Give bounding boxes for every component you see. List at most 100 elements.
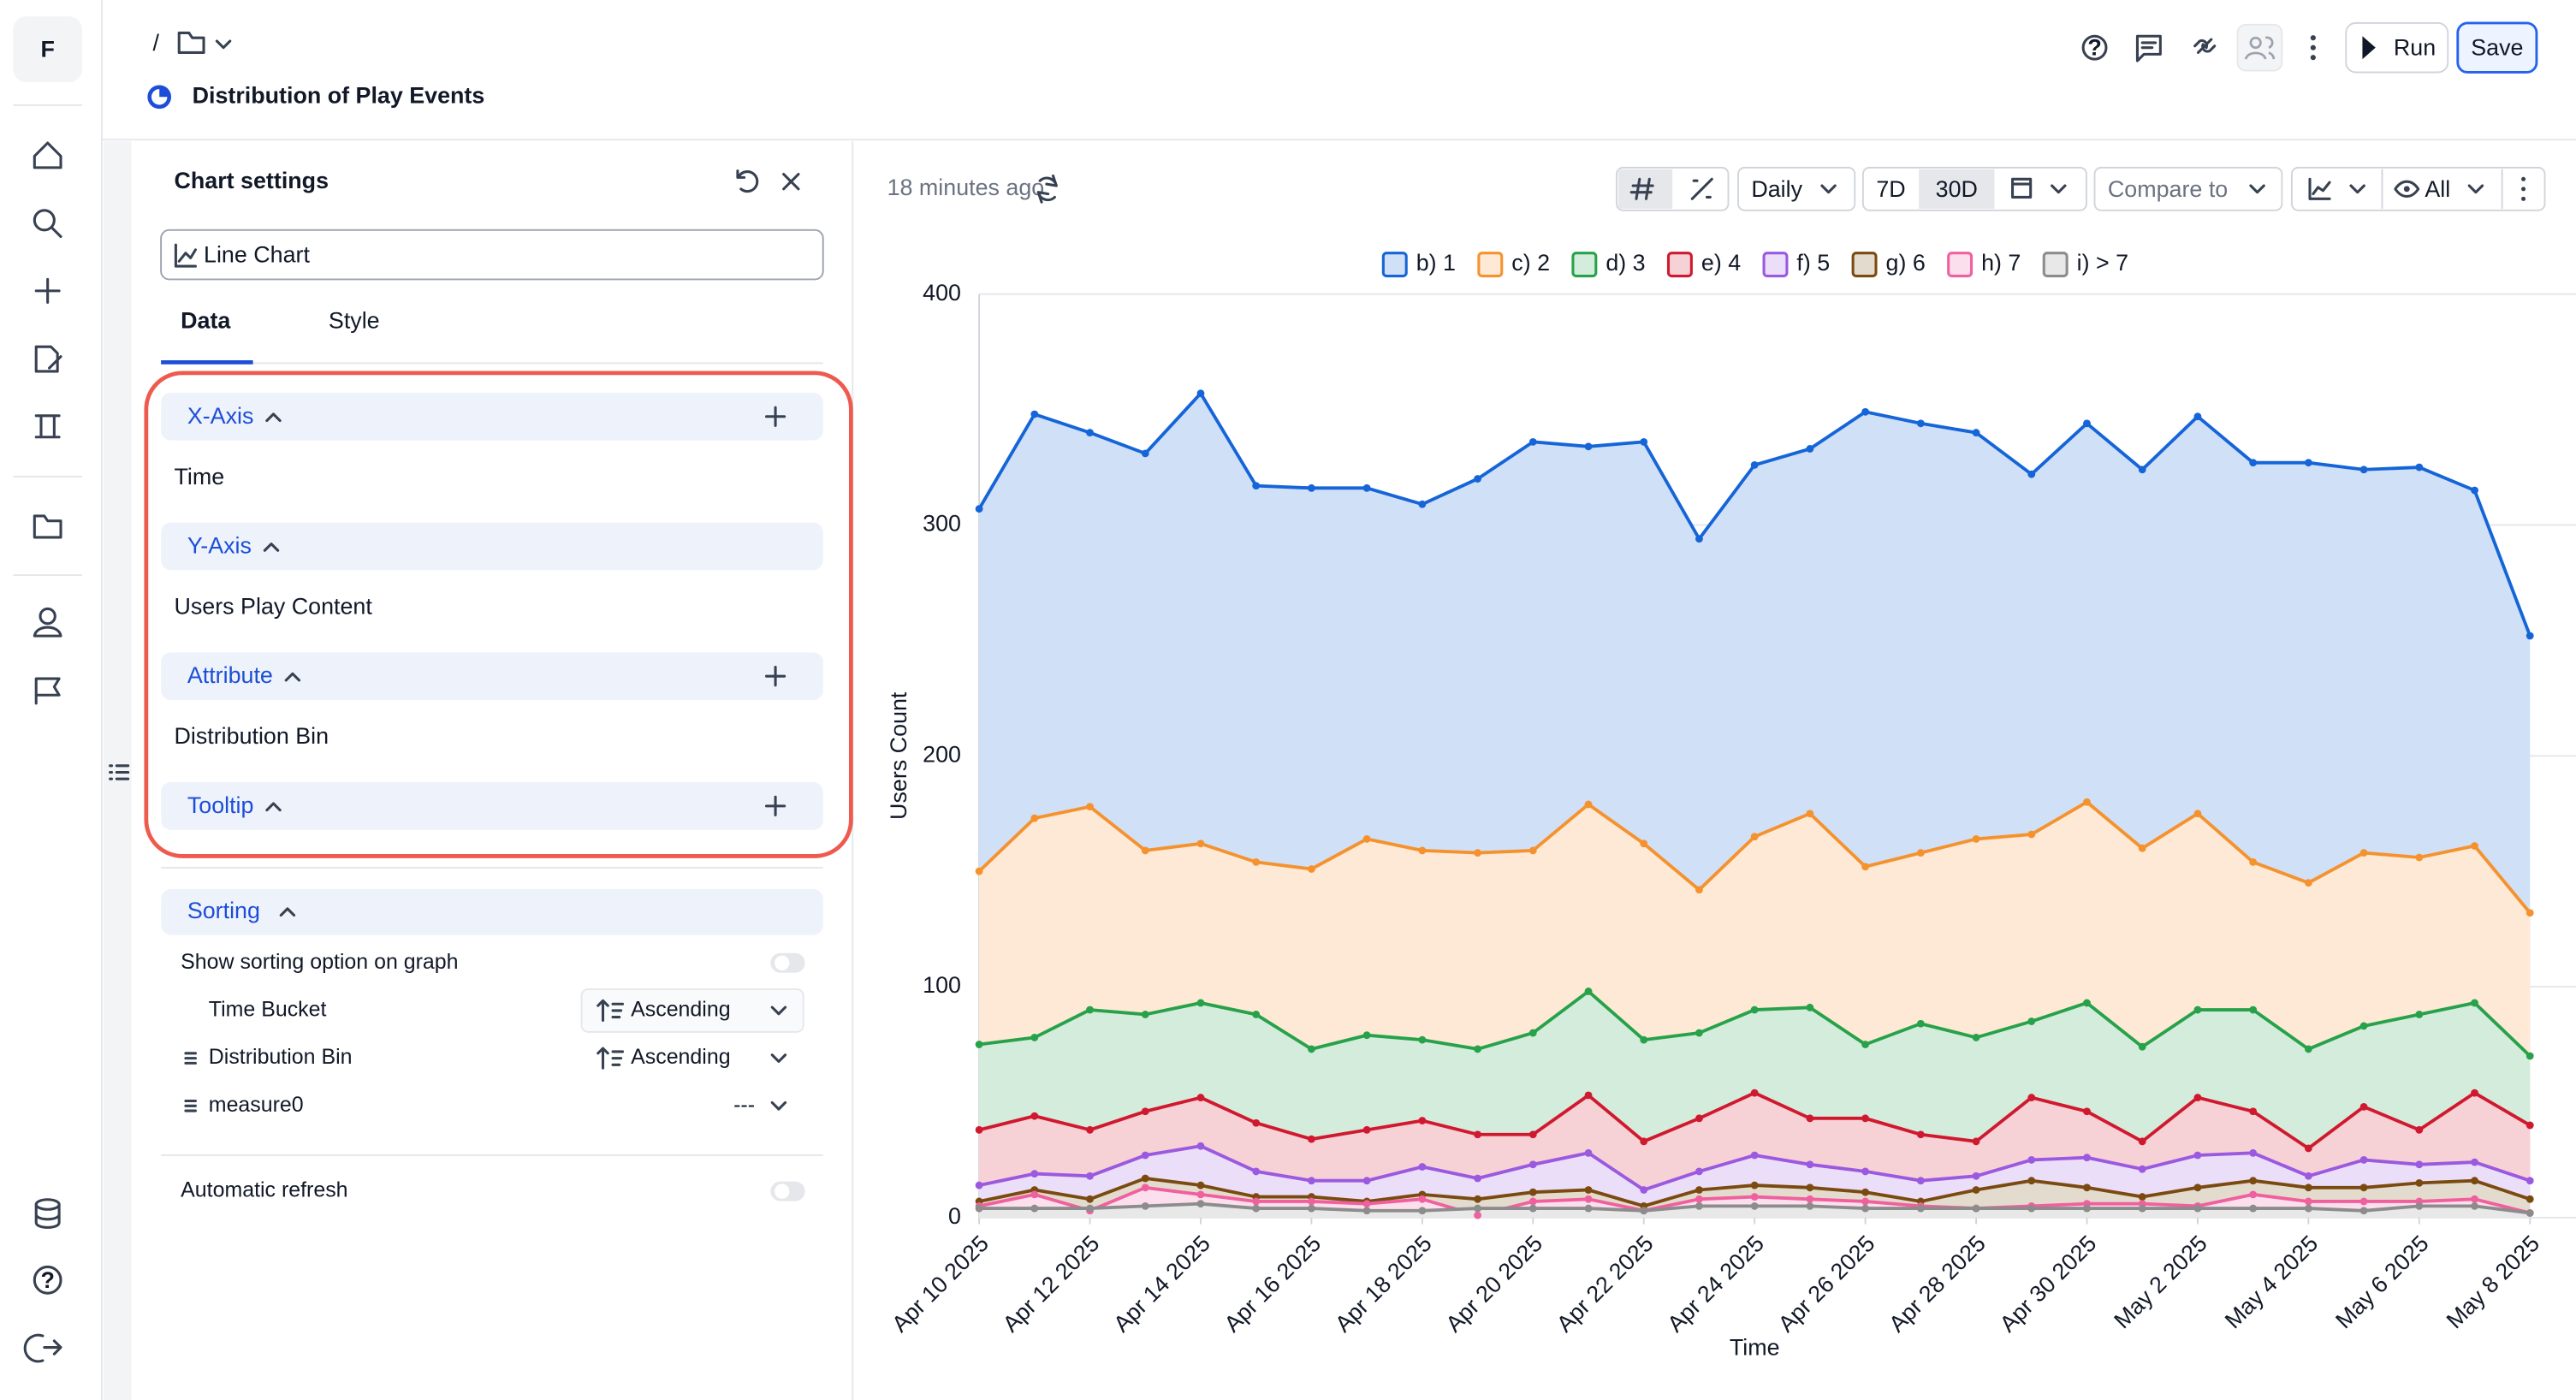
nav-rail — [0, 0, 103, 1400]
legend-swatch[interactable] — [1851, 252, 1878, 278]
compare-select[interactable] — [2093, 166, 2283, 211]
legend-swatch[interactable] — [2042, 252, 2069, 278]
point — [1086, 1204, 1094, 1213]
point — [1972, 429, 1980, 437]
folder-picker[interactable] — [177, 31, 232, 54]
chart-icon-slice — [159, 86, 169, 98]
section-header[interactable] — [161, 392, 823, 441]
chart-type: Line Chart — [204, 242, 310, 268]
share-button[interactable] — [2236, 23, 2283, 72]
logo-box[interactable] — [13, 16, 82, 83]
legend-swatch[interactable] — [1571, 252, 1598, 278]
run-button[interactable] — [2345, 21, 2449, 74]
point — [1308, 1135, 1315, 1143]
run-label: Run — [2394, 35, 2436, 61]
sorting-header[interactable] — [161, 888, 823, 935]
sort-order: Ascending — [631, 1045, 730, 1069]
point — [1695, 1029, 1703, 1037]
legend-label: e) 4 — [1701, 250, 1741, 276]
point — [2471, 999, 2478, 1007]
sort-icon — [597, 1047, 625, 1070]
point — [1806, 445, 1814, 453]
flag-icon[interactable] — [34, 677, 61, 705]
drag-handle[interactable] — [184, 1099, 197, 1112]
chevron — [1820, 184, 1837, 194]
point — [1695, 1201, 1703, 1210]
add-button[interactable] — [764, 795, 786, 816]
chart-style-button[interactable] — [2308, 177, 2331, 200]
help-button[interactable] — [2081, 34, 2108, 61]
close-button[interactable] — [782, 173, 800, 191]
point — [1196, 1190, 1205, 1199]
save-button[interactable] — [2456, 21, 2538, 74]
more-dot[interactable] — [2521, 176, 2526, 181]
chevron[interactable] — [770, 1100, 787, 1111]
percent-format[interactable] — [1690, 177, 1713, 200]
user-icon[interactable] — [39, 607, 56, 626]
y-tick-label: 0 — [948, 1203, 961, 1229]
section-header[interactable] — [161, 652, 823, 700]
point — [1141, 1201, 1149, 1210]
point — [1030, 1034, 1039, 1041]
point — [1252, 482, 1261, 490]
reset-button[interactable] — [736, 169, 759, 193]
chevron[interactable] — [770, 1006, 787, 1016]
chevron — [2467, 184, 2484, 194]
legend-swatch[interactable] — [1762, 252, 1789, 278]
chart-type-select[interactable] — [160, 228, 824, 281]
x-tick-label: Apr 18 2025 — [1330, 1231, 1437, 1338]
point — [2415, 1011, 2424, 1018]
share-icon — [2249, 36, 2262, 50]
drag-handle[interactable] — [184, 1052, 197, 1065]
range-button[interactable]: 7D — [1876, 176, 1905, 202]
point — [1584, 1195, 1593, 1203]
legend-label: f) 5 — [1796, 250, 1830, 276]
refresh-button[interactable] — [1036, 174, 1058, 204]
edit-icon[interactable] — [34, 345, 62, 373]
link-button[interactable] — [2193, 38, 2217, 54]
section-value: Time — [174, 464, 224, 489]
home-icon[interactable] — [33, 141, 62, 169]
point — [1695, 1114, 1703, 1123]
legend-label: d) 3 — [1606, 250, 1645, 276]
point — [1362, 483, 1371, 492]
more-dot[interactable] — [2310, 35, 2316, 41]
folder-icon[interactable] — [33, 514, 62, 539]
collapse-caret — [265, 802, 282, 812]
granularity-select[interactable] — [1737, 166, 1856, 211]
sort-label: Distribution Bin — [209, 1045, 353, 1069]
legend-swatch[interactable] — [1666, 252, 1693, 278]
tab[interactable]: Data — [181, 307, 231, 333]
add-button[interactable] — [764, 406, 786, 427]
collapse-caret — [263, 543, 280, 552]
lab-icon[interactable] — [34, 414, 61, 439]
point — [2083, 999, 2091, 1007]
logout-icon[interactable] — [23, 1333, 62, 1363]
help-icon[interactable] — [33, 1265, 62, 1295]
outline-toggle[interactable] — [109, 764, 130, 780]
add-button[interactable] — [764, 666, 786, 687]
point — [1474, 1174, 1481, 1183]
legend-swatch[interactable] — [1381, 252, 1408, 278]
sort-select[interactable] — [580, 988, 804, 1033]
visibility-icon[interactable] — [2394, 180, 2420, 198]
range-button[interactable]: 30D — [1936, 176, 1978, 202]
legend-swatch[interactable] — [1947, 252, 1974, 278]
calendar-button[interactable] — [2011, 177, 2033, 199]
x-tick-label: May 2 2025 — [2109, 1231, 2211, 1333]
number-format[interactable] — [1617, 169, 1673, 209]
tab[interactable]: Style — [329, 307, 380, 333]
point — [1086, 1125, 1094, 1134]
section-header[interactable] — [161, 782, 823, 830]
point — [2359, 1022, 2368, 1030]
collapse-caret — [284, 672, 301, 682]
add-icon[interactable] — [34, 277, 61, 304]
comment-button[interactable] — [2135, 34, 2162, 62]
breadcrumb: / — [153, 30, 160, 56]
section-header[interactable] — [161, 522, 823, 571]
point — [2471, 842, 2478, 850]
point — [2471, 1177, 2478, 1185]
legend-swatch[interactable] — [1477, 252, 1504, 278]
chevron[interactable] — [770, 1053, 787, 1063]
search-icon[interactable] — [33, 209, 56, 232]
